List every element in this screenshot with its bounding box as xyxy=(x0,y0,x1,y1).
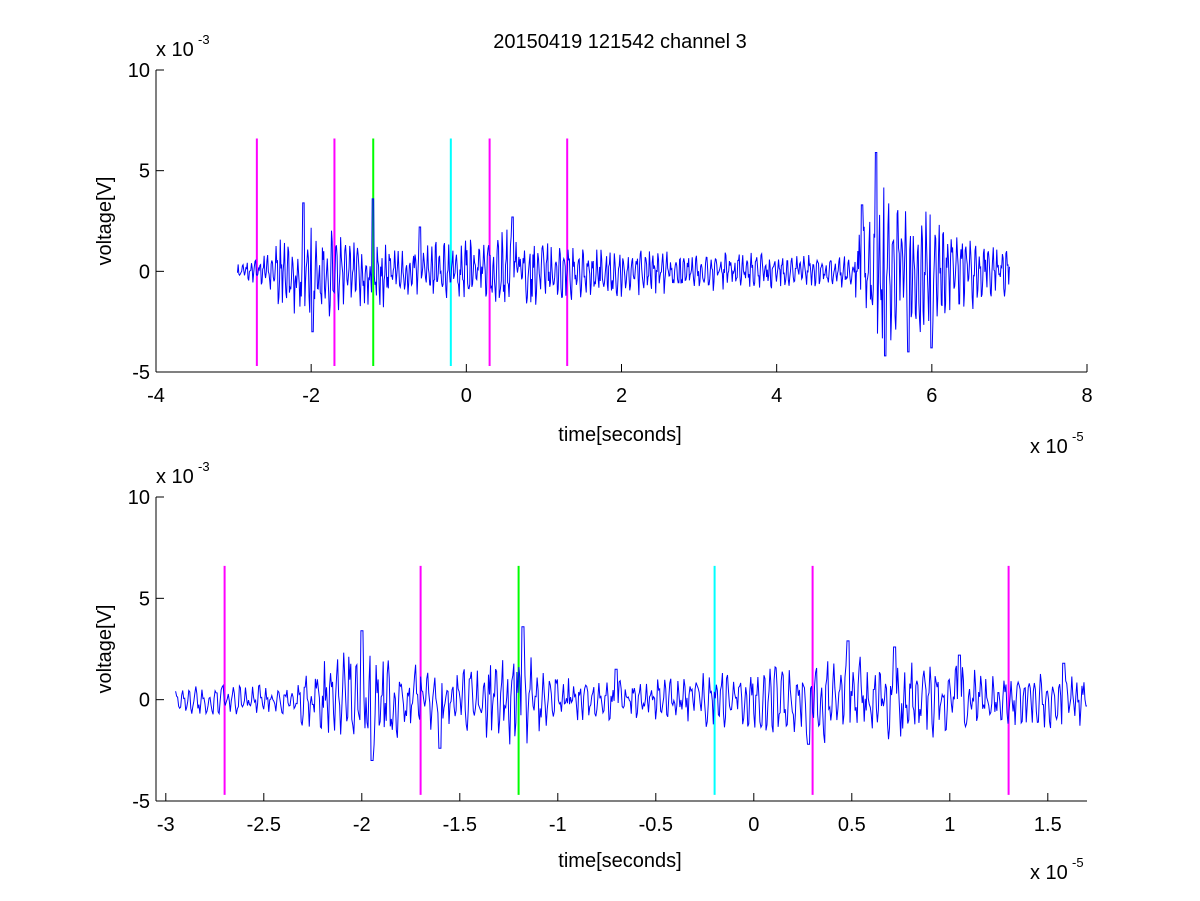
top-voltage-trace xyxy=(236,152,1010,357)
top-y-tick-label: 0 xyxy=(139,261,150,283)
top-axes-frame xyxy=(155,70,1087,373)
bottom-x-tick-label: 1 xyxy=(944,814,955,836)
bottom-y-tick-label: 0 xyxy=(139,690,150,712)
bottom-voltage-trace-layer xyxy=(175,626,1088,761)
top-x-tick-label: 8 xyxy=(1081,385,1092,407)
bottom-x-tick-label: 0.5 xyxy=(838,814,866,836)
top-x-tick-label: 4 xyxy=(771,385,782,407)
bottom-y-tick-label: 5 xyxy=(139,588,150,610)
top-tick-layer: -4 -2 0 2 4 6 8 -5 0 5 10 xyxy=(128,60,1093,407)
top-y-tick-label: 5 xyxy=(139,161,150,183)
top-x-tick-label: 6 xyxy=(926,385,937,407)
top-x-tick-label: 2 xyxy=(616,385,627,407)
bottom-x-exponent-power: -5 xyxy=(1072,855,1084,870)
bottom-x-tick-label: -1.5 xyxy=(443,814,477,836)
top-event-markers xyxy=(255,138,569,366)
top-voltage-trace-layer xyxy=(236,152,1010,357)
top-y-tick-label: 10 xyxy=(128,60,150,82)
bottom-x-tick-label: 0 xyxy=(748,814,759,836)
bottom-tick-layer: -3 -2.5 -2 -1.5 -1 -0.5 0 0.5 1 1.5 -5 0 5 10 xyxy=(128,487,1062,836)
top-y-tick-label: -5 xyxy=(132,362,150,384)
top-x-tick-label: -4 xyxy=(147,385,165,407)
top-x-exponent-power: -5 xyxy=(1072,429,1084,444)
top-x-tick-label: -2 xyxy=(302,385,320,407)
top-y-axis-label: voltage[V] xyxy=(94,177,116,266)
bottom-y-exponent-power: -3 xyxy=(198,459,210,474)
bottom-y-tick-label: 10 xyxy=(128,487,150,509)
figure-title: 20150419 121542 channel 3 xyxy=(493,31,747,53)
bottom-x-tick-label: -3 xyxy=(157,814,175,836)
top-y-exponent-power: -3 xyxy=(198,32,210,47)
bottom-voltage-trace xyxy=(175,626,1088,761)
bottom-event-markers xyxy=(223,565,1010,795)
bottom-x-tick-label: 1.5 xyxy=(1034,814,1062,836)
bottom-x-exponent-multiplier: x 10 xyxy=(1030,862,1068,884)
bottom-x-tick-label: -2 xyxy=(353,814,371,836)
top-x-exponent-multiplier: x 10 xyxy=(1030,436,1068,458)
top-x-axis-label: time[seconds] xyxy=(558,424,681,446)
bottom-axes-frame xyxy=(155,497,1087,802)
bottom-x-tick-label: -1 xyxy=(549,814,567,836)
bottom-y-tick-label: -5 xyxy=(132,791,150,813)
bottom-x-tick-label: -0.5 xyxy=(639,814,673,836)
bottom-x-axis-label: time[seconds] xyxy=(558,850,681,872)
top-x-tick-label: 0 xyxy=(461,385,472,407)
bottom-y-axis-label: voltage[V] xyxy=(94,605,116,694)
bottom-subplot: -3 -2.5 -2 -1.5 -1 -0.5 0 0.5 1 1.5 -5 0 5 10 time[se… xyxy=(94,459,1088,884)
bottom-x-tick-label: -2.5 xyxy=(247,814,281,836)
top-y-exponent-multiplier: x 10 xyxy=(156,39,194,61)
bottom-y-exponent-multiplier: x 10 xyxy=(156,466,194,488)
top-subplot: -4 -2 0 2 4 6 8 -5 0 5 10 time[seconds] voltage[V]… xyxy=(94,32,1093,458)
